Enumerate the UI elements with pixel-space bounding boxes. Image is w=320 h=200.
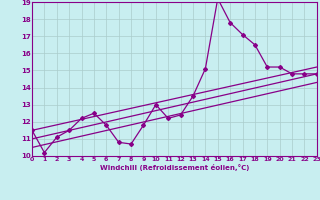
X-axis label: Windchill (Refroidissement éolien,°C): Windchill (Refroidissement éolien,°C): [100, 164, 249, 171]
